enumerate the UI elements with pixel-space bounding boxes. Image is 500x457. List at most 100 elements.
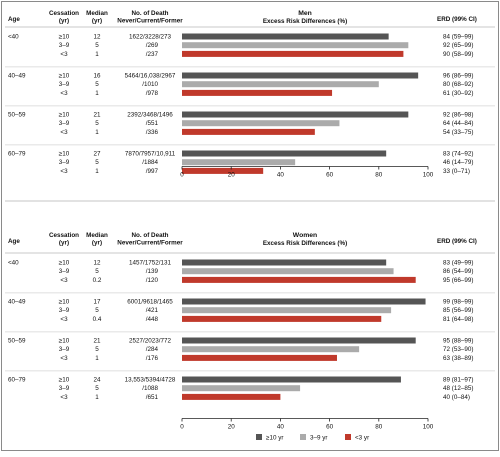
bar: [182, 50, 404, 57]
x-tick-label: 100: [423, 172, 434, 179]
bar: [182, 81, 379, 88]
median-label: 1: [95, 51, 99, 58]
legend-label: ≥10 yr: [266, 435, 283, 442]
erd-label: 99 (98–99): [443, 299, 473, 306]
header-median-line1: Median: [86, 10, 108, 17]
header-deaths-line2: Never/Current/Former: [117, 18, 183, 25]
cessation-label: <3: [60, 168, 68, 175]
median-label: 16: [93, 73, 101, 80]
cessation-label: 3–9: [59, 346, 70, 353]
bar: [182, 159, 296, 166]
cessation-label: ≥10: [59, 112, 70, 119]
header-deaths-line2: Never/Current/Former: [117, 240, 183, 247]
panel-subtitle: Excess Risk Differences (%): [263, 240, 347, 247]
cessation-label: <3: [60, 316, 68, 323]
cessation-label: 3–9: [59, 42, 70, 49]
x-tick-label: 80: [375, 424, 383, 431]
x-tick-label: 60: [326, 172, 334, 179]
erd-label: 85 (56–99): [443, 307, 473, 314]
age-label: 50–59: [8, 338, 26, 345]
cessation-label: ≥10: [59, 377, 70, 384]
median-label: 17: [93, 299, 101, 306]
age-label: 40–49: [8, 299, 26, 306]
deaths-label: 2392/3468/1496: [127, 112, 173, 119]
header-erd: ERD (99% CI): [437, 238, 477, 245]
cessation-label: ≥10: [59, 299, 70, 306]
age-label: <40: [8, 34, 19, 41]
cessation-label: 3–9: [59, 385, 70, 392]
deaths-label: 2527/2023/772: [129, 338, 172, 345]
deaths-label: /176: [146, 355, 159, 362]
erd-label: 63 (38–89): [443, 355, 473, 362]
erd-label: 46 (14–79): [443, 159, 473, 166]
erd-label: 83 (49–99): [443, 260, 473, 267]
cessation-label: 3–9: [59, 159, 70, 166]
erd-label: 89 (81–97): [443, 377, 473, 384]
deaths-label: 7870/7957/10,911: [125, 151, 176, 158]
median-label: 27: [93, 151, 101, 158]
bar: [182, 346, 360, 353]
erd-label: 95 (88–99): [443, 338, 473, 345]
median-label: 24: [93, 377, 101, 384]
header-cessation-line1: Cessation: [49, 232, 79, 239]
median-label: 12: [93, 260, 101, 267]
erd-label: 90 (58–99): [443, 51, 473, 58]
bar: [182, 315, 382, 322]
x-tick-label: 80: [375, 172, 383, 179]
header-cessation-line2: (yr): [59, 18, 69, 25]
bar: [182, 268, 394, 275]
x-tick-label: 20: [228, 424, 236, 431]
deaths-label: /978: [146, 90, 159, 97]
deaths-label: /421: [146, 307, 159, 314]
bar: [182, 385, 301, 392]
median-label: 21: [93, 112, 101, 119]
median-label: 12: [93, 34, 101, 41]
deaths-label: /448: [146, 316, 159, 323]
bar: [182, 33, 389, 40]
erd-label: 96 (86–99): [443, 73, 473, 80]
median-label: 5: [95, 159, 99, 166]
erd-label: 80 (68–92): [443, 81, 473, 88]
cessation-label: <3: [60, 355, 68, 362]
median-label: 21: [93, 338, 101, 345]
median-label: 5: [95, 120, 99, 127]
erd-label: 54 (33–75): [443, 129, 473, 136]
median-label: 1: [95, 129, 99, 136]
x-tick-label: 40: [277, 172, 285, 179]
x-tick-label: 0: [180, 424, 184, 431]
header-erd: ERD (99% CI): [437, 16, 477, 23]
legend-swatch: [256, 434, 262, 440]
erd-label: 64 (44–84): [443, 120, 473, 127]
erd-label: 40 (0–84): [443, 394, 470, 401]
cessation-label: ≥10: [59, 73, 70, 80]
median-label: 5: [95, 268, 99, 275]
deaths-label: 6001/9618/1465: [127, 299, 173, 306]
erd-label: 81 (64–98): [443, 316, 473, 323]
median-label: 5: [95, 81, 99, 88]
bar: [182, 307, 392, 314]
age-label: 60–79: [8, 151, 26, 158]
header-cessation-line1: Cessation: [49, 10, 79, 17]
erd-label: 86 (54–99): [443, 268, 473, 275]
x-tick-label: 60: [326, 424, 334, 431]
bar: [182, 276, 416, 283]
bar: [182, 259, 387, 266]
cessation-label: <3: [60, 129, 68, 136]
erd-label: 84 (59–99): [443, 34, 473, 41]
panel-subtitle: Excess Risk Differences (%): [263, 18, 347, 25]
cessation-label: 3–9: [59, 120, 70, 127]
cessation-label: <3: [60, 277, 68, 284]
cessation-label: 3–9: [59, 81, 70, 88]
median-label: 5: [95, 385, 99, 392]
bar: [182, 120, 340, 127]
panel-title: Men: [298, 10, 312, 17]
bar: [182, 376, 401, 383]
cessation-label: <3: [60, 51, 68, 58]
legend-swatch: [300, 434, 306, 440]
header-deaths-line1: No. of Death: [131, 232, 168, 239]
bar: [182, 167, 264, 174]
deaths-label: /651: [146, 394, 159, 401]
cessation-label: ≥10: [59, 338, 70, 345]
